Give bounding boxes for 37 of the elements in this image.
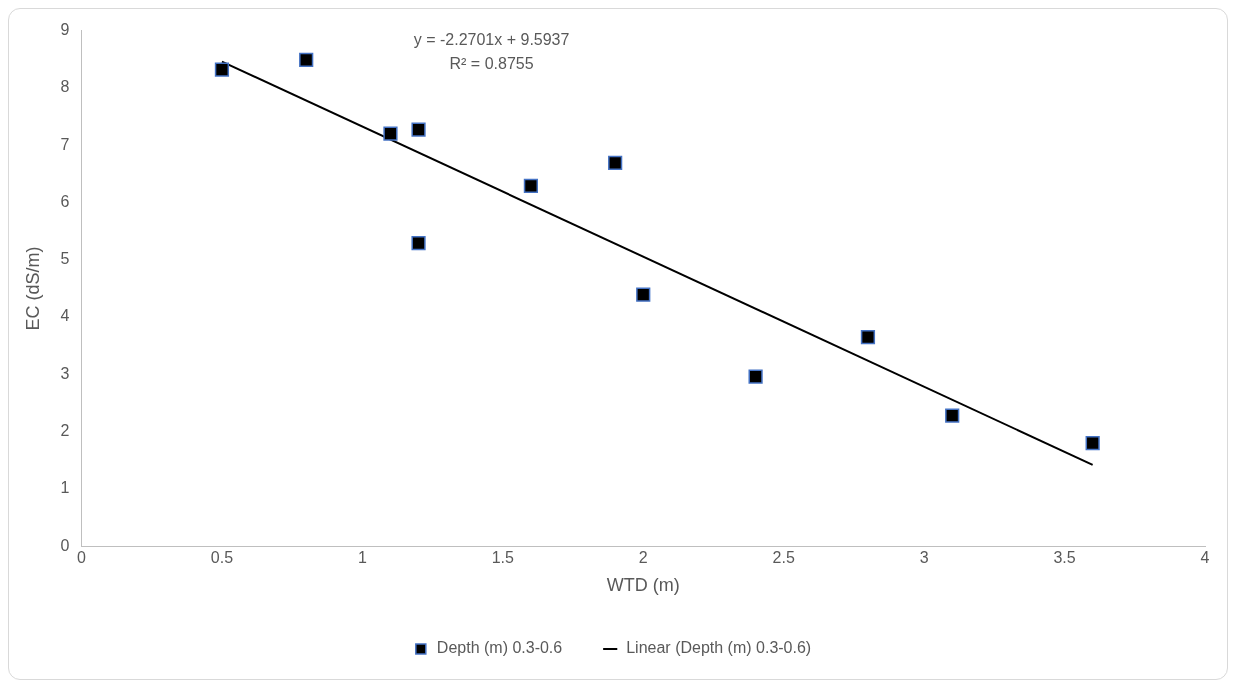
y-axis-title: EC (dS/m) <box>22 246 43 331</box>
y-tick-label: 0 <box>60 536 70 554</box>
point <box>636 287 651 302</box>
y-tick-label: 6 <box>60 192 70 210</box>
x-tick-label: 0.5 <box>210 549 234 567</box>
annotation: y = -2.2701x + 9.5937 <box>413 31 570 49</box>
x-tick-label: 1 <box>357 549 367 567</box>
y-tick-label: 2 <box>60 422 70 440</box>
point <box>383 126 398 141</box>
y-tick-label: 9 <box>60 21 70 39</box>
y-tick-label: 8 <box>60 78 70 96</box>
point <box>411 122 426 137</box>
x-tick-label: 0 <box>77 549 87 567</box>
x-tick-label: 4 <box>1200 549 1210 567</box>
x-tick-label: 2.5 <box>772 549 795 567</box>
y-tick-label: 3 <box>60 364 70 382</box>
x-axis-title: WTD (m) <box>606 575 680 596</box>
annotation: R² = 0.8755 <box>449 55 534 73</box>
y-tick-label: 1 <box>60 479 70 497</box>
point <box>748 369 763 384</box>
point <box>1085 435 1100 451</box>
point <box>860 329 876 345</box>
x-tick-label: 1.5 <box>491 549 515 567</box>
point <box>945 408 960 423</box>
point <box>411 236 426 251</box>
y-tick-label: 5 <box>60 250 70 268</box>
point <box>523 178 539 193</box>
point <box>608 155 623 171</box>
legend-label: Linear (Depth (m) 0.3-0.6) <box>626 639 812 657</box>
point <box>299 52 314 67</box>
x-tick-label: 3.5 <box>1053 549 1076 567</box>
y-tick-label: 4 <box>60 307 70 325</box>
x-tick-label: 3 <box>919 549 929 567</box>
point <box>214 62 230 77</box>
legend-label: Depth (m) 0.3-0.6 <box>436 639 563 657</box>
x-tick-label: 2 <box>638 549 648 567</box>
y-tick-label: 7 <box>60 135 70 153</box>
